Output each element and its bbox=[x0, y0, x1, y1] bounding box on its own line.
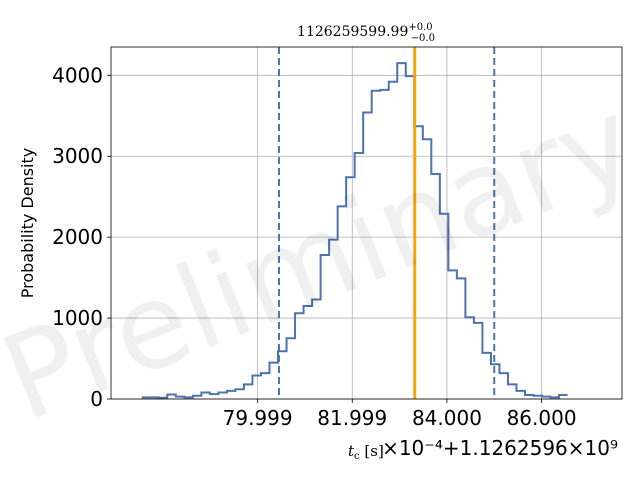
y-tick-label: 2000 bbox=[52, 225, 103, 249]
histogram-layer bbox=[141, 62, 568, 399]
preliminary-watermark: Preliminary bbox=[0, 70, 640, 448]
axis-ticks: 79.999 81.999 84.000 86.000 0 1000 2000 3000 400… bbox=[52, 63, 576, 430]
x-tick-label: 79.999 bbox=[223, 406, 293, 430]
y-axis-label: Probability Density bbox=[18, 148, 37, 299]
x-label-symbol: t bbox=[348, 442, 355, 460]
histogram-step-line bbox=[141, 62, 568, 399]
x-label-subscript: c bbox=[354, 451, 360, 462]
title-upper-error: +0.0 bbox=[408, 22, 432, 33]
title-value: 1126259599.99 bbox=[297, 24, 408, 40]
x-label-unit: [s] bbox=[360, 442, 384, 460]
x-axis-offset-text: ×10⁻⁴+1.1262596×10⁹ bbox=[382, 436, 618, 460]
title-lower-error: −0.0 bbox=[411, 33, 435, 44]
y-tick-label: 3000 bbox=[52, 144, 103, 168]
x-tick-label: 84.000 bbox=[412, 406, 482, 430]
credible-interval-lines bbox=[277, 47, 496, 399]
y-tick-label: 4000 bbox=[52, 63, 103, 87]
x-tick-label: 86.000 bbox=[507, 406, 577, 430]
x-axis-label: tc [s] bbox=[348, 442, 384, 462]
y-tick-label: 0 bbox=[90, 387, 103, 411]
y-tick-label: 1000 bbox=[52, 306, 103, 330]
plot-frame bbox=[110, 46, 623, 400]
x-tick-label: 81.999 bbox=[317, 406, 387, 430]
chart-title: 1126259599.99+0.0 −0.0 bbox=[297, 22, 435, 44]
